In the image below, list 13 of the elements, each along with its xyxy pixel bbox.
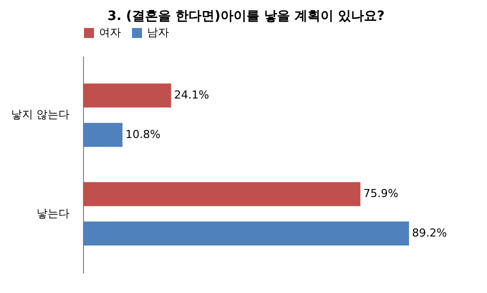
y-tick-label: 낳는다 [36,206,70,220]
chart-title: 3. (결혼을 한다면)아이를 낳을 계획이 있나요? [107,9,385,24]
data-label: 89.2% [412,226,447,240]
data-label: 10.8% [125,128,160,141]
legend-label: 남자 [147,26,169,39]
data-label: 75.9% [363,187,398,200]
legend-label: 여자 [99,26,121,39]
data-label: 24.1% [174,88,210,102]
bar [83,122,122,147]
bar [83,222,409,246]
y-tick-label: 낳지 않는다 [11,108,70,122]
bar [83,182,360,206]
bar [83,83,172,108]
